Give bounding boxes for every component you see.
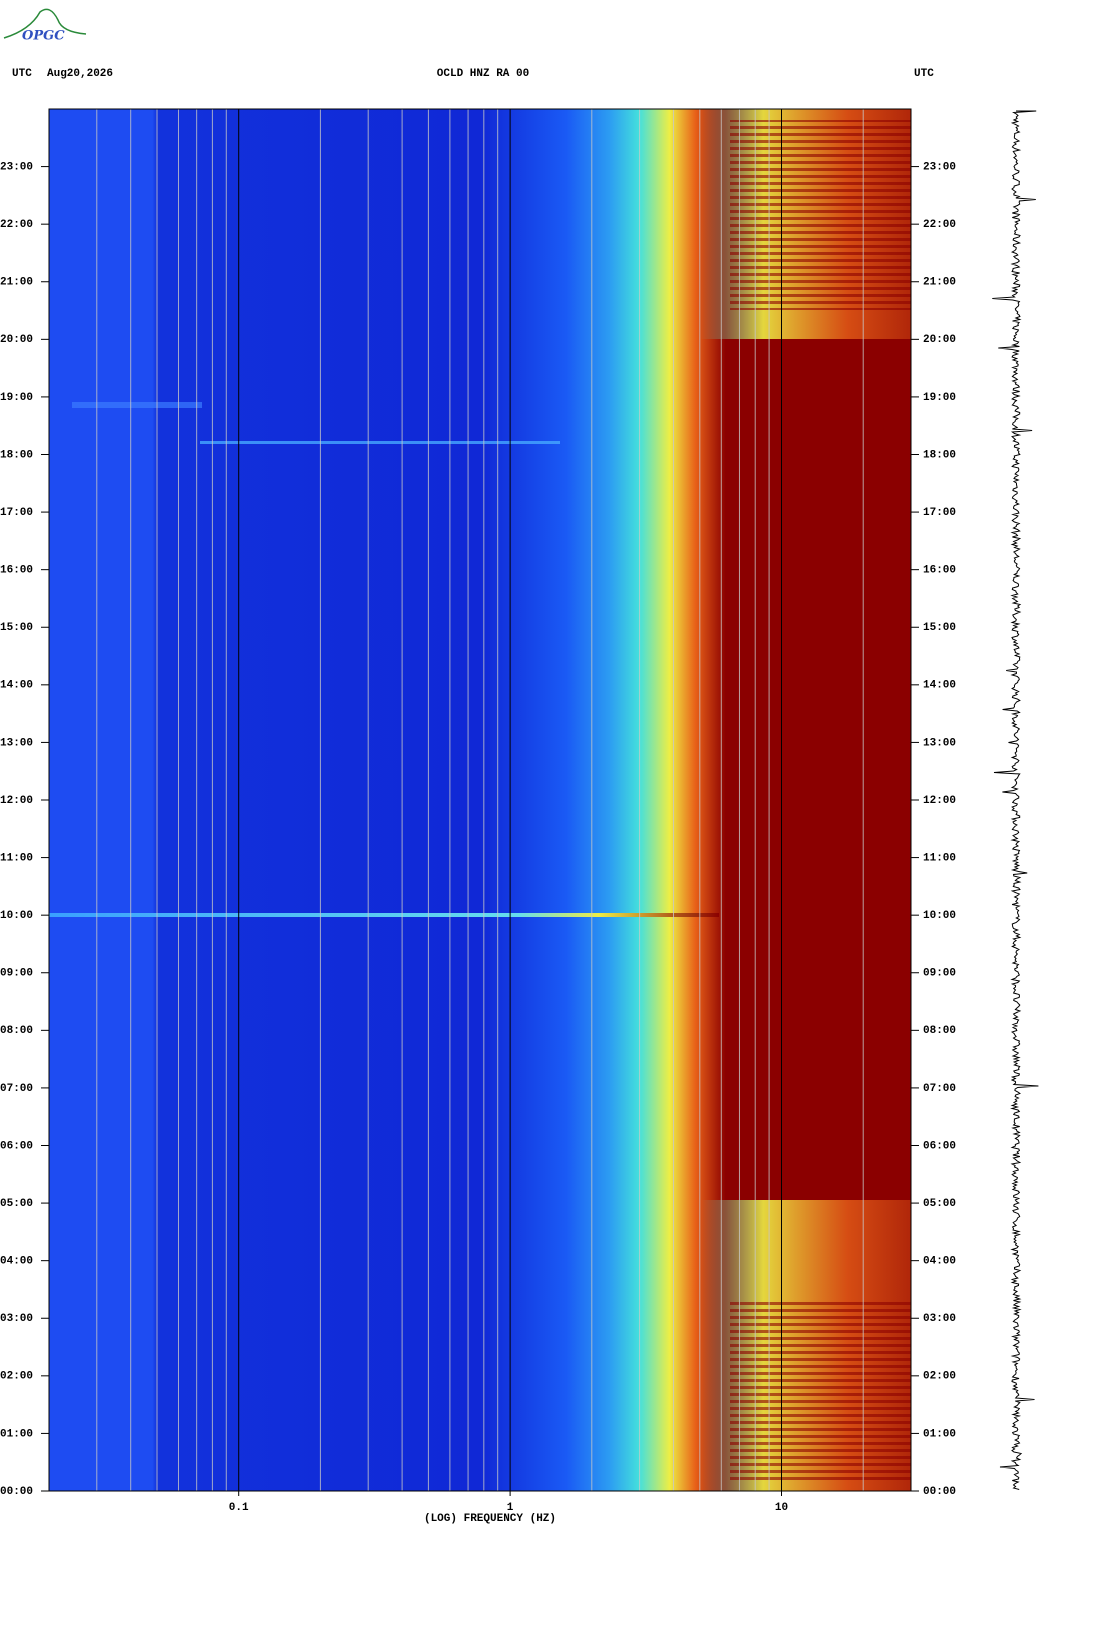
- x-axis-label: (LOG) FREQUENCY (HZ): [424, 1513, 556, 1525]
- y-tick-label: 04:00: [0, 1256, 33, 1268]
- y-tick-label: 11:00: [923, 852, 956, 864]
- y-tick-label: 13:00: [0, 737, 33, 749]
- y-tick-label: 18:00: [0, 449, 33, 461]
- y-tick-label: 01:00: [923, 1428, 956, 1440]
- spectrogram-band: [730, 1300, 911, 1480]
- y-tick-label: 00:00: [923, 1486, 956, 1498]
- y-tick-label: 16:00: [923, 565, 956, 577]
- event-line: [200, 441, 560, 444]
- y-tick-label: 11:00: [0, 852, 33, 864]
- y-tick-label: 14:00: [923, 680, 956, 692]
- y-tick-label: 23:00: [0, 161, 33, 173]
- y-tick-label: 05:00: [923, 1198, 956, 1210]
- x-tick-label: 10: [775, 1502, 788, 1514]
- y-tick-label: 19:00: [0, 392, 33, 404]
- x-tick-label: 1: [507, 1502, 514, 1514]
- y-tick-label: 21:00: [923, 277, 956, 289]
- y-tick-label: 09:00: [923, 968, 956, 980]
- y-tick-label: 08:00: [0, 1025, 33, 1037]
- y-tick-label: 00:00: [0, 1486, 33, 1498]
- y-tick-label: 20:00: [923, 334, 956, 346]
- y-tick-label: 05:00: [0, 1198, 33, 1210]
- y-tick-label: 03:00: [0, 1313, 33, 1325]
- y-tick-label: 09:00: [0, 968, 33, 980]
- y-tick-label: 02:00: [923, 1371, 956, 1383]
- logo-text: OPGC: [22, 29, 65, 44]
- y-tick-label: 22:00: [923, 219, 956, 231]
- y-tick-label: 08:00: [923, 1025, 956, 1037]
- y-tick-label: 19:00: [923, 392, 956, 404]
- y-tick-label: 10:00: [923, 910, 956, 922]
- spectrogram: [49, 109, 911, 1491]
- y-tick-label: 03:00: [923, 1313, 956, 1325]
- y-tick-label: 18:00: [923, 449, 956, 461]
- y-tick-label: 14:00: [0, 680, 33, 692]
- x-tick-label: 0.1: [229, 1502, 249, 1514]
- seismogram-trace: [992, 110, 1039, 1490]
- y-tick-label: 06:00: [0, 1140, 33, 1152]
- y-tick-label: 02:00: [0, 1371, 33, 1383]
- event-line: [49, 913, 719, 917]
- y-tick-label: 23:00: [923, 161, 956, 173]
- y-tick-label: 01:00: [0, 1428, 33, 1440]
- chart-title: OCLD HNZ RA 00: [437, 68, 529, 80]
- y-tick-label: 10:00: [0, 910, 33, 922]
- timezone-left: UTC: [12, 68, 32, 80]
- y-tick-label: 15:00: [923, 622, 956, 634]
- y-tick-label: 17:00: [0, 507, 33, 519]
- y-tick-label: 22:00: [0, 219, 33, 231]
- y-tick-label: 07:00: [923, 1083, 956, 1095]
- plot-frame: [48, 108, 912, 1492]
- timezone-right: UTC: [914, 68, 934, 80]
- y-tick-label: 17:00: [923, 507, 956, 519]
- y-tick-label: 21:00: [0, 277, 33, 289]
- event-line: [72, 402, 202, 408]
- y-tick-label: 15:00: [0, 622, 33, 634]
- y-tick-label: 04:00: [923, 1256, 956, 1268]
- y-tick-label: 13:00: [923, 737, 956, 749]
- date: Aug20,2026: [47, 68, 113, 80]
- y-tick-label: 06:00: [923, 1140, 956, 1152]
- spectrogram-band: [730, 120, 911, 310]
- y-tick-label: 20:00: [0, 334, 33, 346]
- logo: OPGC: [3, 8, 87, 44]
- y-tick-label: 16:00: [0, 565, 33, 577]
- y-tick-label: 12:00: [0, 795, 33, 807]
- y-tick-label: 07:00: [0, 1083, 33, 1095]
- y-tick-label: 12:00: [923, 795, 956, 807]
